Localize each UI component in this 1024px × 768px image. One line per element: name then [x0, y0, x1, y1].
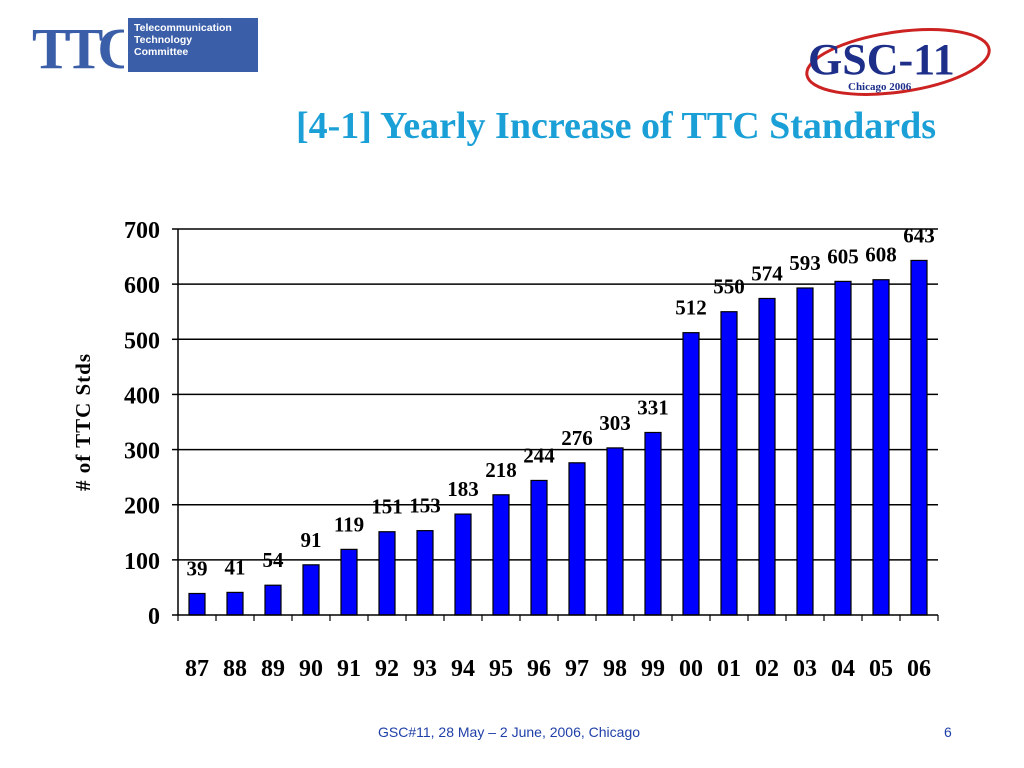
gsc-logo-swoosh [805, 28, 991, 96]
bar-91 [340, 548, 358, 616]
data-label-04: 605 [827, 244, 859, 268]
y-tick-label: 600 [124, 273, 160, 299]
data-label-90: 91 [301, 528, 322, 552]
gsc-logo-subtitle: Chicago 2006 [848, 81, 912, 93]
x-tick-label-88: 88 [223, 656, 247, 682]
ttc-letters-text: TTC [32, 18, 124, 72]
y-tick-label: 200 [124, 494, 160, 520]
x-tick-label-96: 96 [527, 656, 551, 682]
data-label-96: 244 [523, 443, 555, 467]
x-tick-label-01: 01 [717, 656, 741, 682]
data-label-03: 593 [789, 251, 821, 275]
data-label-94: 183 [447, 477, 479, 501]
grid-layer [178, 228, 938, 561]
bar-06 [910, 259, 928, 616]
data-label-95: 218 [485, 458, 517, 482]
footer-text: GSC#11, 28 May – 2 June, 2006, Chicago [378, 724, 641, 740]
data-label-91: 119 [334, 512, 364, 536]
x-tick-label-99: 99 [641, 656, 665, 682]
x-tick-label-92: 92 [375, 656, 399, 682]
y-tick-label: 300 [124, 439, 160, 465]
y-tick-label: 100 [124, 549, 160, 575]
bar-89 [264, 584, 282, 616]
data-label-06: 643 [903, 223, 935, 247]
bar-layer [188, 259, 928, 616]
y-tick-label: 400 [124, 383, 160, 409]
bar-95 [492, 494, 510, 616]
x-tick-label-06: 06 [907, 656, 931, 682]
data-label-00: 512 [675, 296, 707, 320]
ttc-logo: TTC Telecommunication Technology Committ… [32, 18, 258, 72]
gsc-logo-text: GSC-11 [808, 35, 955, 84]
x-tick-label-04: 04 [831, 656, 855, 682]
ttc-line-2: Technology [134, 34, 193, 46]
bar-05 [872, 279, 890, 616]
ttc-letters-mark: TTC [32, 18, 124, 72]
bar-01 [720, 311, 738, 616]
gsc-logo: GSC-11 Chicago 2006 [805, 28, 991, 96]
bar-90 [302, 564, 320, 616]
data-label-92: 151 [371, 495, 403, 519]
bar-02 [758, 297, 776, 616]
ttc-wordmark-box: Telecommunication Technology Committee [128, 18, 258, 72]
x-tick-label-87: 87 [185, 656, 209, 682]
bar-88 [226, 591, 244, 616]
x-tick-label-95: 95 [489, 656, 513, 682]
bar-96 [530, 479, 548, 616]
x-tick-label-90: 90 [299, 656, 323, 682]
data-label-93: 153 [409, 494, 441, 518]
data-label-87: 39 [187, 556, 208, 580]
x-tick-label-91: 91 [337, 656, 361, 682]
y-tick-label: 500 [124, 328, 160, 354]
x-tick-label-97: 97 [565, 656, 589, 682]
bar-98 [606, 447, 624, 616]
bar-00 [682, 332, 700, 616]
bar-87 [188, 592, 206, 616]
x-tick-label-98: 98 [603, 656, 627, 682]
x-tick-label-05: 05 [869, 656, 893, 682]
data-label-89: 54 [263, 548, 285, 572]
slide-title: [4-1] Yearly Increase of TTC Standards [295, 105, 936, 147]
bar-99 [644, 431, 662, 616]
bar-97 [568, 462, 586, 616]
bar-92 [378, 531, 396, 616]
page-number: 6 [944, 724, 952, 740]
data-label-98: 303 [599, 411, 631, 435]
x-tick-label-93: 93 [413, 656, 437, 682]
data-label-97: 276 [561, 426, 593, 450]
x-tick-label-03: 03 [793, 656, 817, 682]
bar-93 [416, 530, 434, 616]
bar-94 [454, 513, 472, 616]
bar-03 [796, 287, 814, 616]
y-tick-label: 0 [148, 604, 160, 630]
ttc-line-3: Committee [134, 46, 189, 58]
y-axis-label: # of TTC Stds [71, 353, 95, 491]
y-tick-label: 700 [124, 218, 160, 244]
data-label-01: 550 [713, 275, 745, 299]
x-tick-label-00: 00 [679, 656, 703, 682]
x-tick-label-02: 02 [755, 656, 779, 682]
bar-04 [834, 280, 852, 616]
ttc-line-1: Telecommunication [134, 22, 232, 34]
data-label-99: 331 [637, 395, 669, 419]
x-tick-label-89: 89 [261, 656, 285, 682]
data-label-88: 41 [225, 555, 246, 579]
x-tick-label-94: 94 [451, 656, 475, 682]
data-label-02: 574 [751, 261, 783, 285]
data-label-05: 608 [865, 243, 897, 267]
